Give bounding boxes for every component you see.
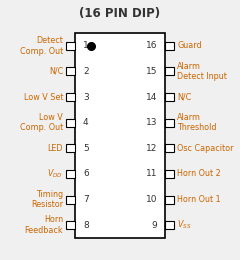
Bar <box>66 42 75 50</box>
Bar <box>165 42 174 50</box>
Text: 10: 10 <box>145 195 157 204</box>
Text: 15: 15 <box>145 67 157 76</box>
Text: Guard: Guard <box>177 41 202 50</box>
Bar <box>165 93 174 101</box>
Text: $V_{SS}$: $V_{SS}$ <box>177 219 192 231</box>
Text: Horn
Feedback: Horn Feedback <box>24 216 63 235</box>
Bar <box>165 144 174 152</box>
Bar <box>165 67 174 75</box>
Bar <box>66 67 75 75</box>
Bar <box>75 33 165 238</box>
Text: 1: 1 <box>83 41 89 50</box>
Bar <box>66 144 75 152</box>
Text: $V_{DD}$: $V_{DD}$ <box>47 168 63 180</box>
Text: Horn Out 1: Horn Out 1 <box>177 195 221 204</box>
Text: 16: 16 <box>145 41 157 50</box>
Bar <box>165 221 174 229</box>
Bar <box>165 196 174 204</box>
Text: Detect
Comp. Out: Detect Comp. Out <box>20 36 63 56</box>
Text: 3: 3 <box>83 93 89 102</box>
Bar <box>66 93 75 101</box>
Text: 8: 8 <box>83 221 89 230</box>
Text: Alarm
Detect Input: Alarm Detect Input <box>177 62 227 81</box>
Text: Low V Set: Low V Set <box>24 93 63 102</box>
Text: 2: 2 <box>83 67 89 76</box>
Bar <box>165 170 174 178</box>
Text: 11: 11 <box>145 170 157 178</box>
Text: 13: 13 <box>145 118 157 127</box>
Bar <box>66 119 75 127</box>
Text: 9: 9 <box>151 221 157 230</box>
Text: 12: 12 <box>146 144 157 153</box>
Text: N/C: N/C <box>177 93 191 102</box>
Text: Alarm
Threshold: Alarm Threshold <box>177 113 216 132</box>
Text: 6: 6 <box>83 170 89 178</box>
Bar <box>66 170 75 178</box>
Text: LED: LED <box>48 144 63 153</box>
Bar <box>165 119 174 127</box>
Text: 4: 4 <box>83 118 89 127</box>
Text: Osc Capacitor: Osc Capacitor <box>177 144 234 153</box>
Bar <box>66 221 75 229</box>
Text: 7: 7 <box>83 195 89 204</box>
Text: Horn Out 2: Horn Out 2 <box>177 170 221 178</box>
Text: N/C: N/C <box>49 67 63 76</box>
Text: 5: 5 <box>83 144 89 153</box>
Text: Low V
Comp. Out: Low V Comp. Out <box>20 113 63 132</box>
Text: Timing
Resistor: Timing Resistor <box>31 190 63 209</box>
Bar <box>66 196 75 204</box>
Text: (16 PIN DIP): (16 PIN DIP) <box>79 7 161 20</box>
Text: 14: 14 <box>146 93 157 102</box>
